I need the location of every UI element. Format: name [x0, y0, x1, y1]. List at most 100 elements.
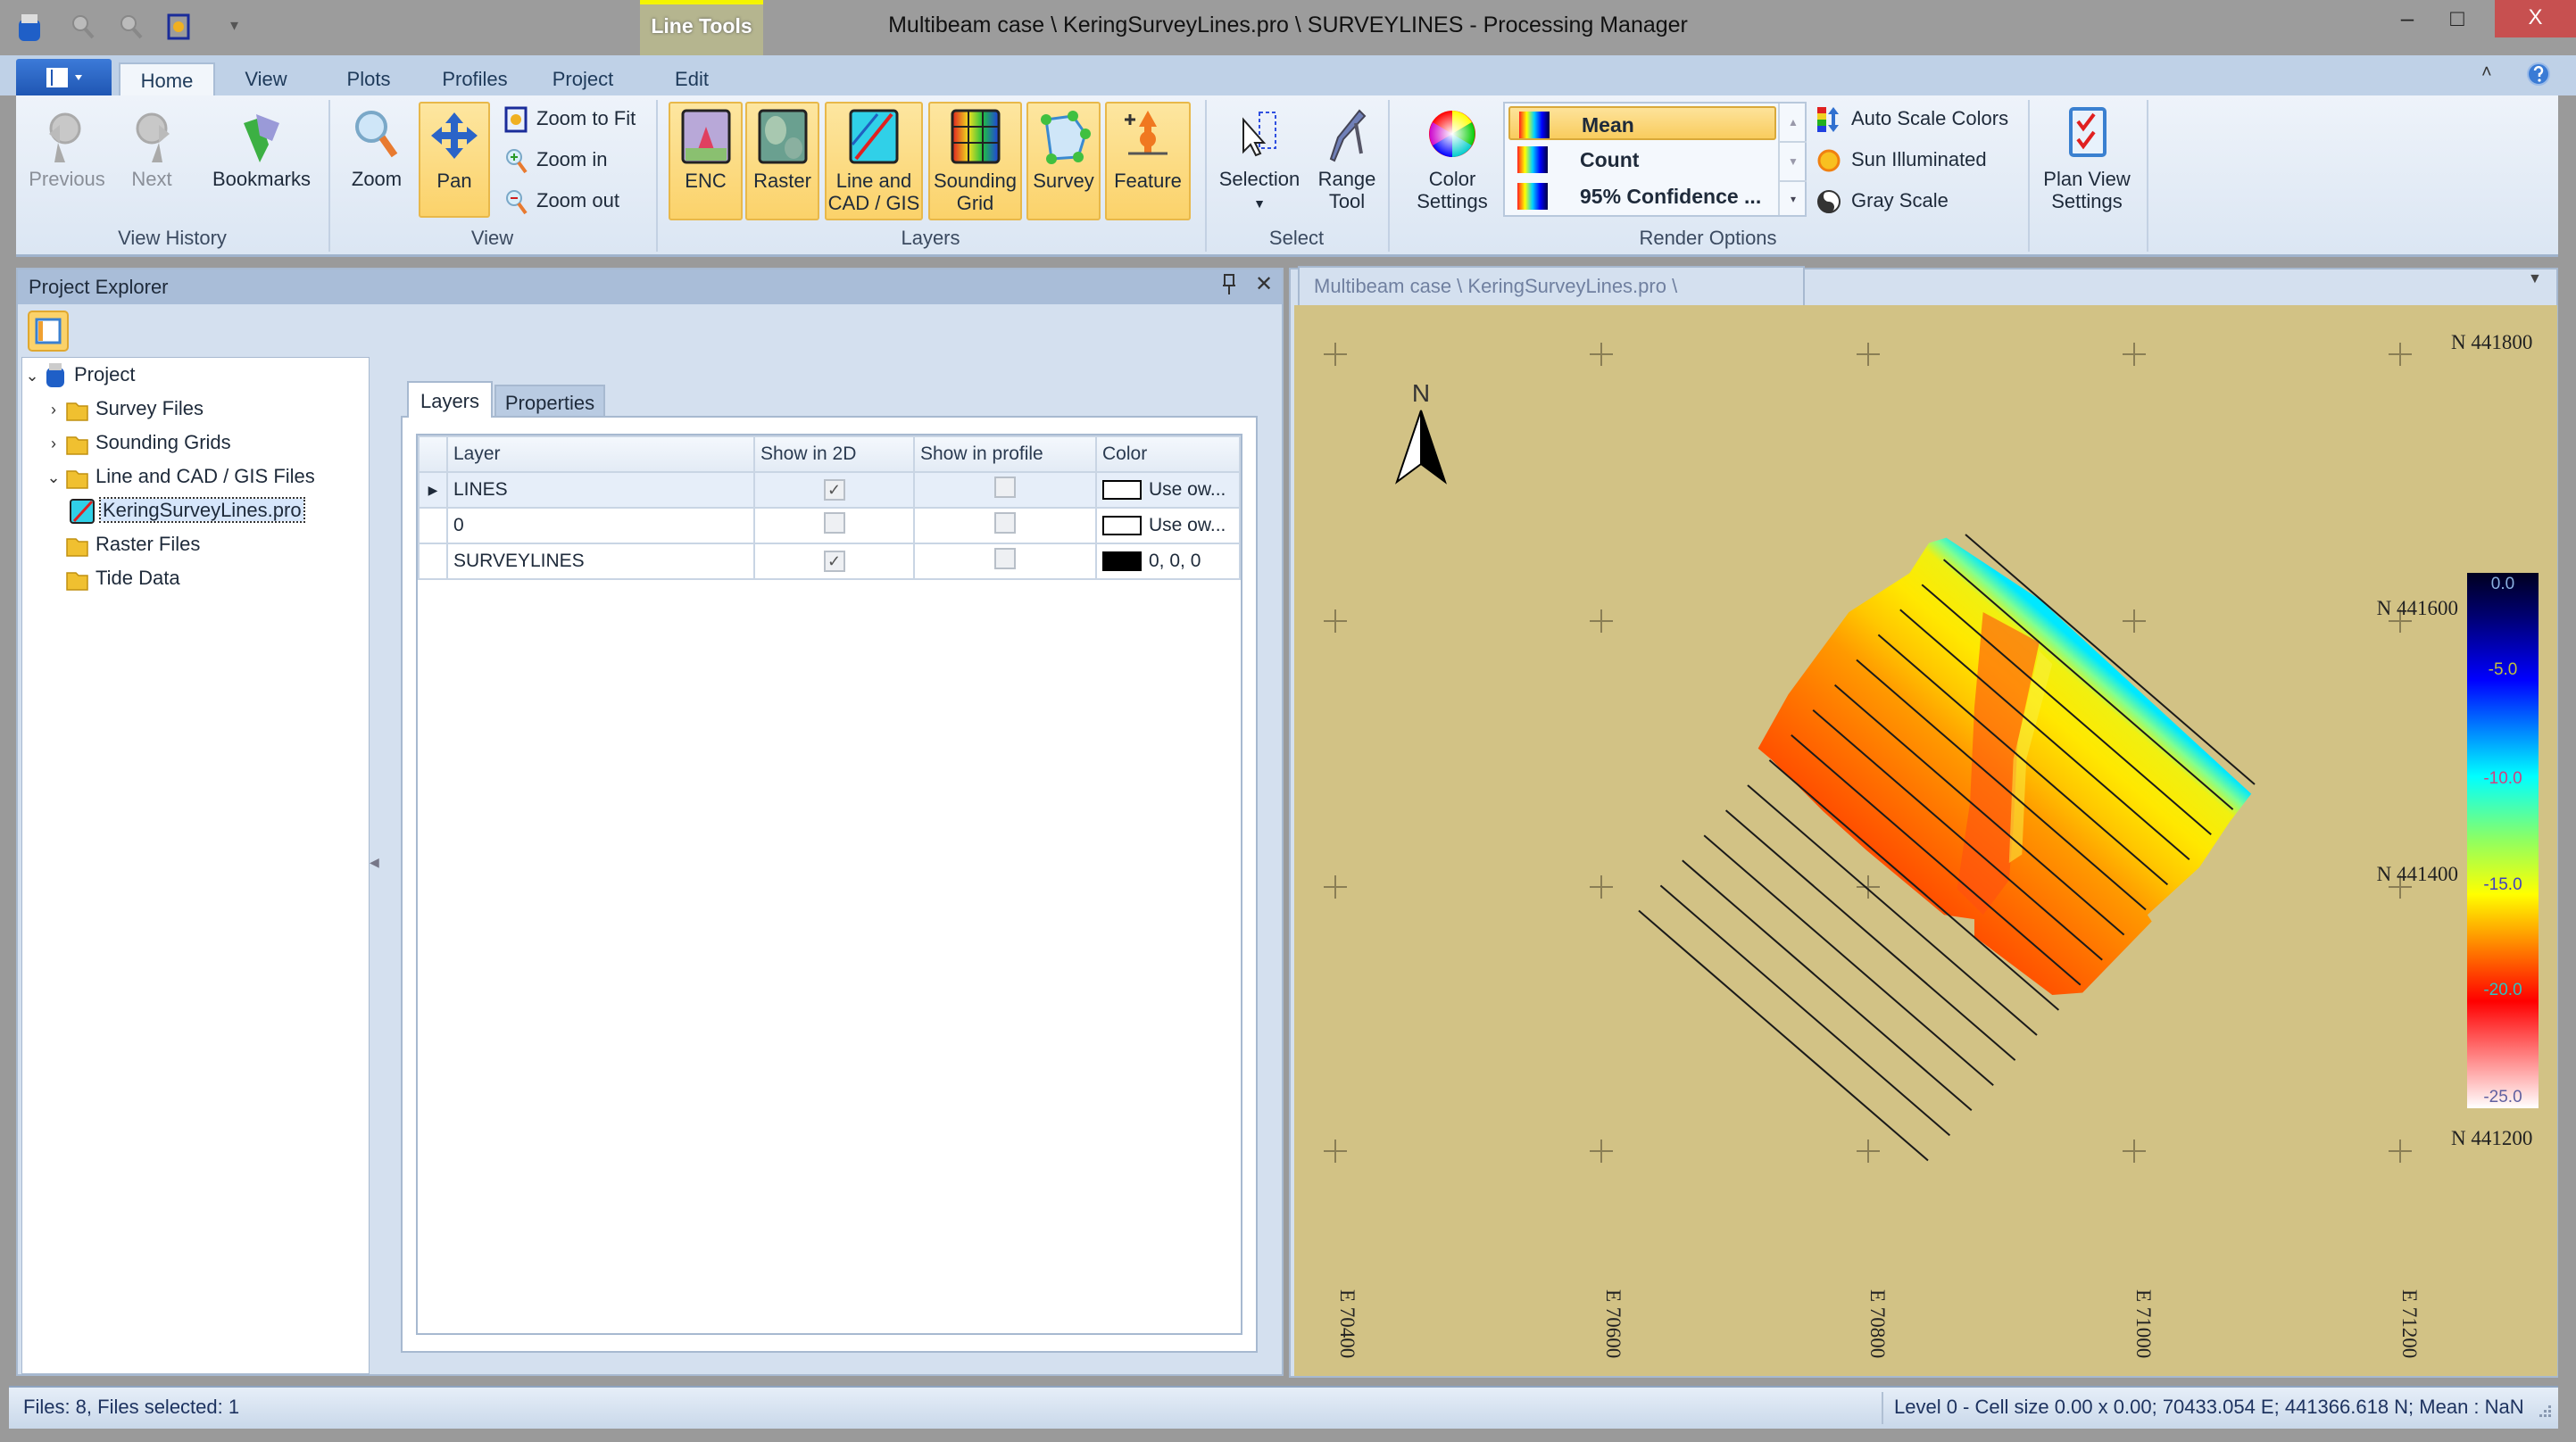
- sun-illuminated-button[interactable]: Sun Illuminated: [1816, 143, 1987, 177]
- minimize-button[interactable]: –: [2400, 4, 2414, 31]
- show-2d-checkbox[interactable]: ✓: [823, 551, 845, 572]
- feature-layer-button[interactable]: Feature: [1105, 102, 1191, 220]
- column-header-layer[interactable]: Layer: [446, 435, 755, 473]
- explorer-view-toggle-button[interactable]: [28, 311, 69, 356]
- column-header-show-2d[interactable]: Show in 2D: [753, 435, 915, 473]
- survey-line[interactable]: [1921, 584, 2212, 835]
- auto-scale-colors-button[interactable]: Auto Scale Colors: [1816, 102, 2008, 136]
- show-profile-checkbox[interactable]: [994, 477, 1016, 498]
- quick-zoom-out-icon[interactable]: [118, 12, 145, 46]
- bookmarks-button[interactable]: Bookmarks: [207, 102, 316, 220]
- document-list-dropdown-icon[interactable]: ▼: [2528, 271, 2542, 286]
- survey-line[interactable]: [1942, 559, 2234, 810]
- zoom-button[interactable]: Zoom: [343, 102, 411, 220]
- survey-line[interactable]: [1724, 809, 2016, 1061]
- survey-line[interactable]: [1877, 634, 2169, 886]
- survey-line[interactable]: [1703, 834, 1994, 1086]
- survey-line[interactable]: [1899, 609, 2190, 861]
- survey-line[interactable]: [1812, 709, 2103, 961]
- show-2d-checkbox[interactable]: ✓: [823, 479, 845, 501]
- survey-line[interactable]: [1791, 734, 2082, 986]
- gallery-scroll-up[interactable]: ▲: [1788, 116, 1799, 128]
- render-mode-count[interactable]: Count: [1508, 143, 1776, 177]
- zoom-in-button[interactable]: Zoom in: [504, 143, 607, 177]
- close-button[interactable]: X: [2495, 0, 2576, 37]
- tree-node-project[interactable]: ⌄ Project: [22, 358, 369, 392]
- color-settings-button[interactable]: Color Settings: [1410, 102, 1494, 220]
- customize-quick-access-icon[interactable]: ▾: [230, 16, 239, 34]
- maximize-button[interactable]: □: [2450, 4, 2464, 31]
- tab-layers[interactable]: Layers: [407, 381, 493, 418]
- resize-grip-icon[interactable]: [2539, 1405, 2553, 1423]
- map-view[interactable]: N N 441800 N 441600 N 441400 N 441200 E …: [1294, 305, 2557, 1376]
- quick-zoom-fit-icon[interactable]: [166, 12, 193, 46]
- previous-button[interactable]: Previous: [27, 102, 107, 220]
- survey-line[interactable]: [1747, 784, 2038, 1036]
- range-tool-button[interactable]: Range Tool: [1309, 102, 1385, 220]
- tab-home[interactable]: Home: [119, 62, 215, 95]
- map-document-tab[interactable]: Multibeam case \ KeringSurveyLines.pro \…: [1298, 266, 1805, 335]
- pin-icon[interactable]: [1221, 273, 1237, 301]
- survey-line[interactable]: [1682, 859, 1973, 1112]
- zoom-to-fit-button[interactable]: Zoom to Fit: [504, 102, 636, 136]
- next-button[interactable]: Next: [116, 102, 187, 220]
- collapse-arrow-icon[interactable]: ⌄: [46, 468, 61, 486]
- plan-view-settings-button[interactable]: Plan View Settings: [2037, 102, 2137, 220]
- tree-node-line-cad-gis-files[interactable]: ⌄ Line and CAD / GIS Files: [22, 460, 369, 493]
- yin-yang-icon: [1817, 190, 1841, 214]
- gallery-expand[interactable]: ▾: [1780, 180, 1807, 217]
- show-profile-checkbox[interactable]: [994, 512, 1016, 534]
- quick-zoom-in-icon[interactable]: [70, 12, 96, 46]
- selection-button[interactable]: Selection ▼: [1218, 102, 1300, 220]
- survey-line[interactable]: [1768, 759, 2060, 1011]
- show-2d-checkbox[interactable]: [823, 512, 845, 534]
- tree-node-keringsurveylines[interactable]: KeringSurveyLines.pro: [22, 493, 369, 527]
- map-canvas[interactable]: N N 441800 N 441600 N 441400 N 441200 E …: [1294, 305, 2557, 1376]
- collapse-arrow-icon[interactable]: ⌄: [25, 367, 39, 385]
- expand-arrow-icon[interactable]: ›: [51, 401, 56, 419]
- survey-line[interactable]: [1638, 909, 1929, 1162]
- tab-profiles[interactable]: Profiles: [442, 68, 508, 90]
- tree-node-survey-files[interactable]: › Survey Files: [22, 392, 369, 426]
- table-row[interactable]: 0 Use ow...: [418, 507, 1241, 544]
- color-cell[interactable]: 0, 0, 0: [1095, 543, 1241, 580]
- tab-edit[interactable]: Edit: [675, 68, 709, 90]
- table-row[interactable]: SURVEYLINES ✓ 0, 0, 0: [418, 543, 1241, 580]
- survey-layer-button[interactable]: Survey: [1026, 102, 1101, 220]
- line-cad-gis-layer-button[interactable]: Line and CAD / GIS: [825, 102, 923, 220]
- pan-button[interactable]: Pan: [419, 102, 490, 218]
- grid-cross: [1324, 875, 1347, 899]
- file-menu-button[interactable]: [16, 59, 112, 95]
- color-cell[interactable]: Use ow...: [1095, 507, 1241, 544]
- raster-layer-button[interactable]: Raster: [745, 102, 819, 220]
- expand-arrow-icon[interactable]: ›: [51, 435, 56, 452]
- sounding-grid-layer-button[interactable]: Sounding Grid: [928, 102, 1022, 220]
- close-panel-icon[interactable]: ✕: [1255, 272, 1274, 296]
- tree-node-sounding-grids[interactable]: › Sounding Grids: [22, 426, 369, 460]
- zoom-out-button[interactable]: Zoom out: [504, 184, 619, 218]
- gallery-scroll-down[interactable]: ▼: [1780, 141, 1807, 180]
- collapse-ribbon-icon[interactable]: ˄: [2481, 62, 2492, 82]
- splitter-handle[interactable]: ◀: [370, 855, 379, 869]
- survey-line[interactable]: [1833, 684, 2125, 936]
- survey-line[interactable]: [1659, 884, 1951, 1137]
- help-icon[interactable]: [2526, 61, 2551, 92]
- survey-line[interactable]: [1856, 659, 2147, 911]
- table-row[interactable]: ▶ LINES ✓ Use ow...: [418, 471, 1241, 509]
- gray-scale-button[interactable]: Gray Scale: [1816, 184, 1949, 218]
- color-cell[interactable]: Use ow...: [1095, 471, 1241, 509]
- tab-project[interactable]: Project: [552, 68, 614, 90]
- gallery-scrollbar[interactable]: ▲ ▼ ▾: [1778, 104, 1807, 215]
- tab-view[interactable]: View: [245, 68, 287, 90]
- render-mode-mean[interactable]: Mean: [1508, 106, 1776, 140]
- render-mode-confidence[interactable]: 95% Confidence ...: [1508, 179, 1776, 213]
- column-header-show-profile[interactable]: Show in profile: [913, 435, 1097, 473]
- show-profile-checkbox[interactable]: [994, 548, 1016, 569]
- tree-node-tide-data[interactable]: Tide Data: [22, 561, 369, 595]
- enc-layer-button[interactable]: ENC: [669, 102, 743, 220]
- column-header-color[interactable]: Color: [1095, 435, 1241, 473]
- survey-line[interactable]: [1965, 534, 2256, 785]
- tree-node-raster-files[interactable]: Raster Files: [22, 527, 369, 561]
- tab-plots[interactable]: Plots: [346, 68, 391, 90]
- tab-properties[interactable]: Properties: [494, 385, 605, 418]
